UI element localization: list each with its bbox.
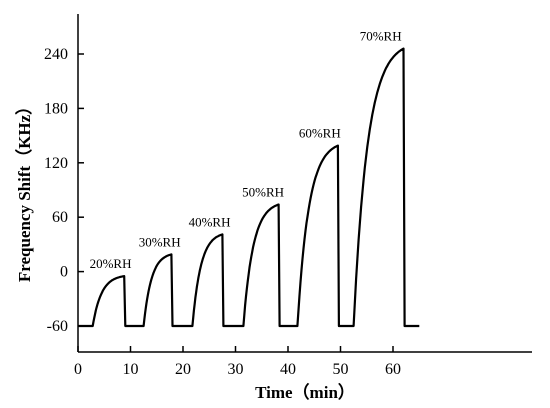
- y-tick-label: 0: [60, 264, 68, 281]
- x-tick-label: 60: [385, 361, 401, 378]
- x-tick-label: 30: [228, 361, 244, 378]
- rh-annotations: 20%RH 30%RH 40%RH 50%RH 60%RH 70%RH: [90, 29, 402, 272]
- x-tick-label: 50: [333, 361, 349, 378]
- x-axis-title: Time（min）: [255, 382, 355, 402]
- frequency-shift-series-line: [78, 47, 420, 328]
- y-axis-title: Frequency Shift（KHz）: [14, 98, 34, 282]
- y-tick-label: 60: [52, 209, 68, 226]
- y-tick-label: 180: [44, 100, 68, 117]
- y-tick-label: -60: [47, 318, 68, 335]
- rh-label: 40%RH: [189, 214, 231, 229]
- y-tick-label: 240: [44, 46, 68, 63]
- rh-label: 20%RH: [90, 256, 132, 271]
- y-tick-label: 120: [44, 155, 68, 172]
- x-tick-label: 10: [123, 361, 139, 378]
- y-ticks: -60 0 60 120 180 240: [44, 46, 84, 335]
- x-tick-label: 20: [175, 361, 191, 378]
- rh-label: 50%RH: [242, 185, 284, 200]
- rh-label: 30%RH: [139, 234, 181, 249]
- x-tick-label: 0: [74, 361, 82, 378]
- x-ticks: 0 10 20 30 40 50 60: [74, 346, 401, 378]
- x-tick-label: 40: [280, 361, 296, 378]
- rh-label: 60%RH: [299, 126, 341, 141]
- rh-label: 70%RH: [360, 29, 402, 44]
- axes: [77, 14, 532, 353]
